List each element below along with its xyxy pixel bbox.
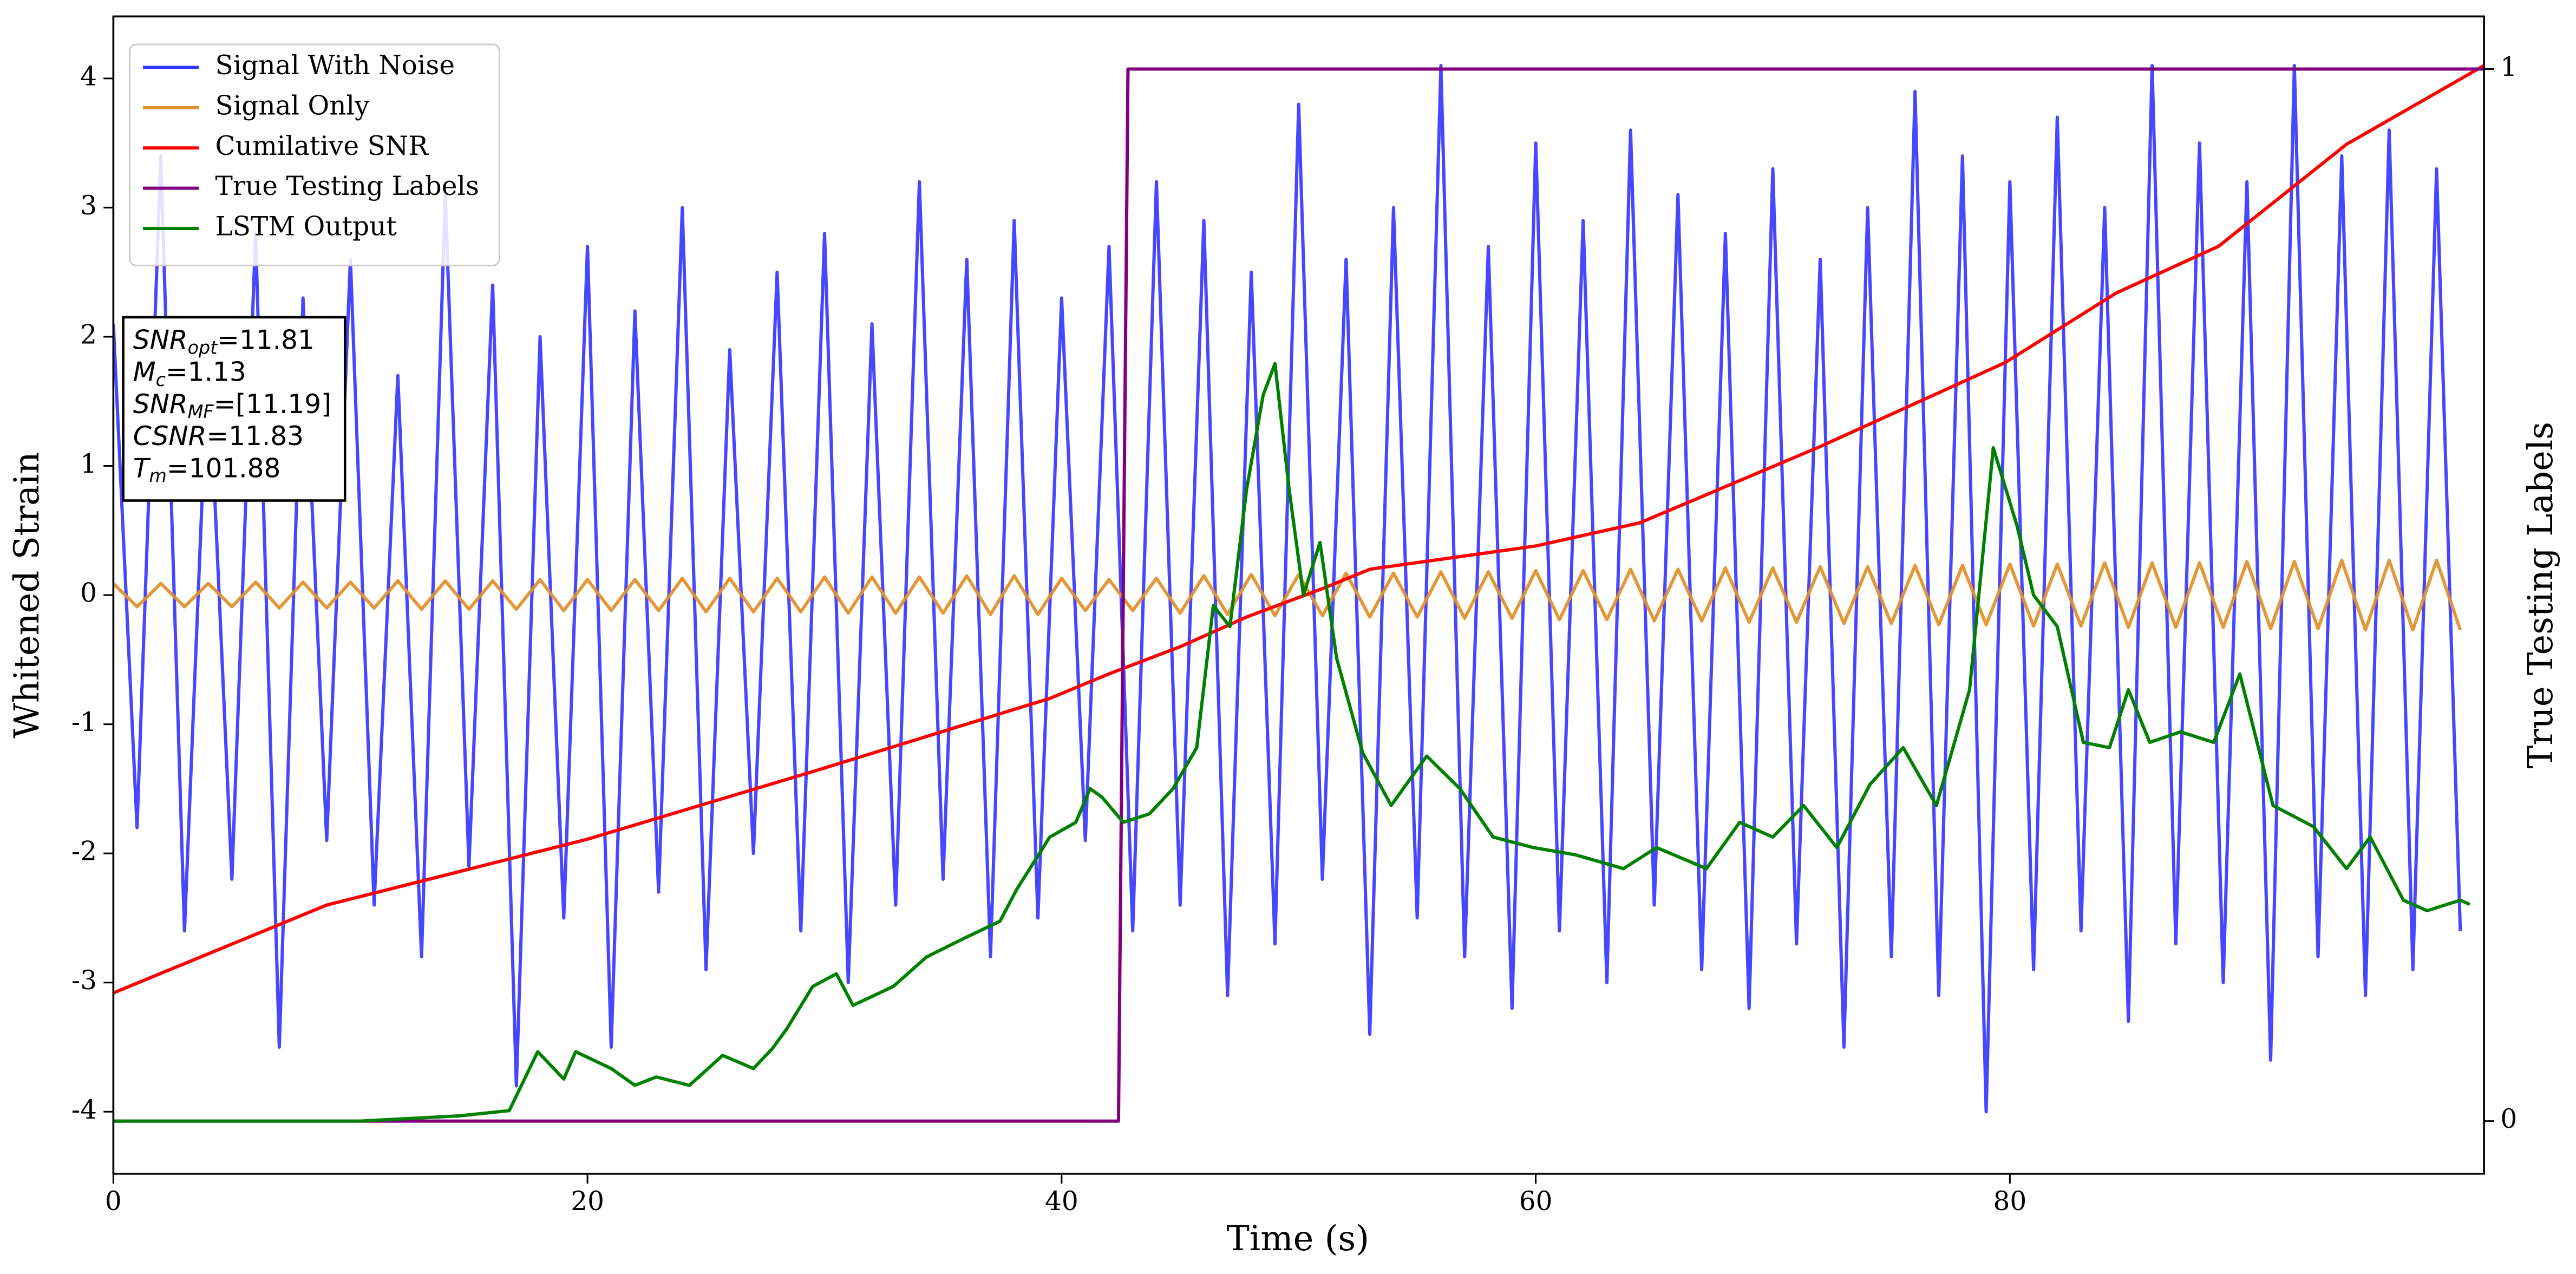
annotation-line: Mc=1.13: [133, 357, 246, 390]
y2-tick-label: 1: [2500, 52, 2517, 82]
series-line: [113, 63, 2462, 1114]
x-tick-label: 60: [1519, 1186, 1553, 1217]
series-line: [113, 362, 2471, 1123]
annotation-symbol: T: [133, 453, 151, 484]
y-tick-label: -4: [71, 1095, 97, 1125]
annotation-subscript: m: [149, 465, 167, 486]
legend-label: LSTM Output: [215, 212, 397, 242]
x-tick-label: 0: [105, 1186, 122, 1217]
y2-tick-label: 0: [2500, 1104, 2517, 1134]
annotation-value: =11.83: [206, 421, 304, 452]
y-tick-label: -3: [71, 965, 97, 996]
legend-box: [129, 43, 500, 266]
annotation-subscript: c: [156, 369, 166, 390]
y-tick-label: -2: [71, 837, 97, 867]
annotation-symbol: SNR: [133, 389, 188, 420]
series-line: [113, 64, 2485, 995]
series-line: [113, 67, 2485, 1123]
annotation-value: =11.81: [217, 325, 315, 356]
legend-label: True Testing Labels: [215, 171, 479, 201]
y2-axis-label: True Testing Labels: [2521, 422, 2561, 768]
y-tick-label: 3: [80, 191, 97, 221]
y-tick-label: 4: [80, 61, 97, 92]
x-tick-label: 40: [1045, 1186, 1078, 1217]
annotation-value: =1.13: [166, 357, 246, 388]
annotation-box: [122, 316, 346, 502]
y-tick-label: 0: [80, 578, 97, 609]
annotation-symbol: M: [133, 357, 156, 388]
annotation-symbol: CSNR: [133, 421, 207, 452]
annotation-line: CSNR=11.83: [133, 421, 304, 452]
annotation-value: =101.88: [167, 453, 280, 484]
series-line: [113, 558, 2462, 632]
annotation-value: =[11.19]: [214, 389, 331, 420]
legend-label: Signal Only: [215, 90, 370, 121]
y-axis-label: Whitened Strain: [7, 452, 47, 738]
legend-label: Signal With Noise: [215, 50, 455, 81]
legend-label: Cumilative SNR: [215, 131, 429, 161]
y-tick-label: 2: [80, 319, 97, 350]
annotation-subscript: MF: [188, 401, 214, 422]
annotation-line: SNRMF=[11.19]: [133, 389, 331, 422]
annotation-line: SNRopt=11.81: [133, 325, 315, 358]
y-tick-label: 1: [80, 449, 97, 479]
x-tick-label: 80: [1993, 1186, 2026, 1217]
annotation-line: Tm=101.88: [133, 453, 281, 486]
annotation-subscript: opt: [188, 337, 219, 358]
x-axis-label: Time (s): [1226, 1219, 1369, 1259]
x-tick-label: 20: [571, 1186, 604, 1217]
annotation-symbol: SNR: [133, 325, 188, 356]
y-tick-label: -1: [71, 707, 97, 737]
